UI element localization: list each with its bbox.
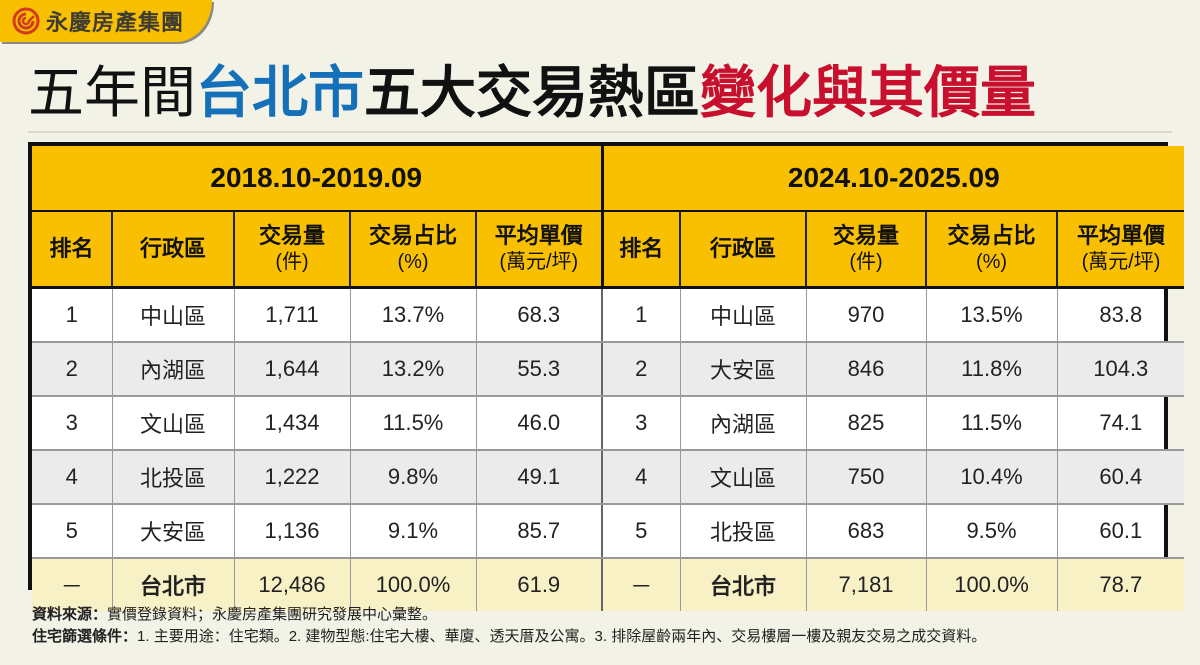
cell-price: 49.1 xyxy=(476,450,604,505)
table-row: 1 中山區 1,711 13.7% 68.3 1 中山區 970 13.5% 8… xyxy=(32,287,1185,343)
cell-district: 文山區 xyxy=(680,450,807,505)
cell-district: 北投區 xyxy=(680,504,807,559)
period-right: 2024.10-2025.09 xyxy=(602,146,1185,212)
cell-rank: 3 xyxy=(32,396,113,451)
col-volume: 交易量 (件) xyxy=(234,211,351,289)
cell-price: 78.7 xyxy=(1057,558,1185,611)
table-row: 4 北投區 1,222 9.8% 49.1 4 文山區 750 10.4% 60… xyxy=(32,450,1185,505)
cell-price: 85.7 xyxy=(476,504,604,559)
cell-price: 60.1 xyxy=(1057,504,1185,559)
cell-district: 台北市 xyxy=(680,558,807,611)
col-rank: 排名 xyxy=(602,211,682,289)
cell-price: 46.0 xyxy=(476,396,604,451)
cell-volume: 1,434 xyxy=(234,396,351,451)
cell-price: 60.4 xyxy=(1057,450,1185,505)
cell-price: 104.3 xyxy=(1057,342,1185,397)
cell-rank: 2 xyxy=(32,342,113,397)
cell-rank: 4 xyxy=(32,450,113,505)
cell-rank: 1 xyxy=(602,287,681,343)
table-row: 2 內湖區 1,644 13.2% 55.3 2 大安區 846 11.8% 1… xyxy=(32,342,1185,397)
cell-share: 10.4% xyxy=(926,450,1058,505)
col-district: 行政區 xyxy=(112,211,235,289)
cell-share: 9.5% xyxy=(926,504,1058,559)
cell-share: 9.8% xyxy=(350,450,477,505)
cell-share: 11.5% xyxy=(926,396,1058,451)
cell-rank: － xyxy=(32,558,113,611)
source-note: 資料來源：實價登錄資料；永慶房產集團研究發展中心彙整。 xyxy=(32,606,438,623)
cell-price: 74.1 xyxy=(1057,396,1185,451)
page-title: 五年間台北市五大交易熱區變化與其價量 xyxy=(28,58,1036,128)
cell-volume: 1,136 xyxy=(234,504,351,559)
cell-rank: 5 xyxy=(32,504,113,559)
table-row: 5 大安區 1,136 9.1% 85.7 5 北投區 683 9.5% 60.… xyxy=(32,504,1185,559)
table-row: 3 文山區 1,434 11.5% 46.0 3 內湖區 825 11.5% 7… xyxy=(32,396,1185,451)
brand-name: 永慶房產集團 xyxy=(46,10,185,35)
cell-rank: 3 xyxy=(602,396,681,451)
cell-price: 55.3 xyxy=(476,342,604,397)
title-part-4: 變化與其價量 xyxy=(700,61,1036,124)
comparison-table: 2018.10-2019.09 2024.10-2025.09 排名 行政區 交… xyxy=(28,142,1185,611)
cell-district: 台北市 xyxy=(112,558,235,611)
col-rank: 排名 xyxy=(32,211,113,289)
cell-volume: 1,711 xyxy=(234,287,351,343)
cell-volume: 825 xyxy=(806,396,927,451)
cell-volume: 970 xyxy=(806,287,927,343)
cell-share: 11.8% xyxy=(926,342,1058,397)
brand-banner: 永慶房產集團 xyxy=(0,0,212,42)
col-volume: 交易量 (件) xyxy=(806,211,928,289)
title-part-2: 台北市 xyxy=(196,61,364,124)
col-district: 行政區 xyxy=(680,211,808,289)
cell-district: 中山區 xyxy=(112,287,235,343)
cell-district: 文山區 xyxy=(112,396,235,451)
period-header-row: 2018.10-2019.09 2024.10-2025.09 xyxy=(32,146,1185,212)
cell-district: 大安區 xyxy=(112,504,235,559)
cell-rank: － xyxy=(602,558,681,611)
cell-price: 61.9 xyxy=(476,558,604,611)
cell-share: 100.0% xyxy=(926,558,1058,611)
cell-district: 內湖區 xyxy=(680,396,807,451)
cell-share: 13.5% xyxy=(926,287,1058,343)
col-share: 交易占比 (%) xyxy=(926,211,1059,289)
title-part-3: 五大交易熱區 xyxy=(364,61,700,124)
cell-price: 68.3 xyxy=(476,287,604,343)
total-row: － 台北市 12,486 100.0% 61.9 － 台北市 7,181 100… xyxy=(32,558,1185,611)
cell-district: 中山區 xyxy=(680,287,807,343)
cell-share: 13.2% xyxy=(350,342,477,397)
cell-share: 100.0% xyxy=(350,558,477,611)
title-divider xyxy=(28,131,1172,133)
col-price: 平均單價 (萬元/坪) xyxy=(1057,211,1185,289)
cell-district: 內湖區 xyxy=(112,342,235,397)
cell-volume: 683 xyxy=(806,504,927,559)
title-part-1: 五年間 xyxy=(28,61,196,124)
cell-volume: 7,181 xyxy=(806,558,927,611)
cell-price: 83.8 xyxy=(1057,287,1185,343)
cell-volume: 750 xyxy=(806,450,927,505)
col-share: 交易占比 (%) xyxy=(350,211,477,289)
cell-share: 13.7% xyxy=(350,287,477,343)
cell-rank: 5 xyxy=(602,504,681,559)
period-left: 2018.10-2019.09 xyxy=(32,146,604,212)
cell-volume: 1,222 xyxy=(234,450,351,505)
cell-share: 11.5% xyxy=(350,396,477,451)
cell-share: 9.1% xyxy=(350,504,477,559)
cell-rank: 2 xyxy=(602,342,681,397)
spiral-logo-icon xyxy=(12,7,40,35)
col-price: 平均單價 (萬元/坪) xyxy=(476,211,604,289)
cell-volume: 12,486 xyxy=(234,558,351,611)
cell-rank: 1 xyxy=(32,287,113,343)
cell-district: 大安區 xyxy=(680,342,807,397)
column-header-row: 排名 行政區 交易量 (件) 交易占比 (%) 平均單價 (萬元/坪) 排名 行政區 … xyxy=(32,211,1185,289)
cell-rank: 4 xyxy=(602,450,681,505)
cell-volume: 846 xyxy=(806,342,927,397)
cell-district: 北投區 xyxy=(112,450,235,505)
cell-volume: 1,644 xyxy=(234,342,351,397)
criteria-note: 住宅篩選條件：1. 主要用途：住宅類。2. 建物型態:住宅大樓、華廈、透天厝及公… xyxy=(32,628,987,645)
footnotes: 資料來源：實價登錄資料；永慶房產集團研究發展中心彙整。 住宅篩選條件：1. 主要… xyxy=(32,604,986,648)
